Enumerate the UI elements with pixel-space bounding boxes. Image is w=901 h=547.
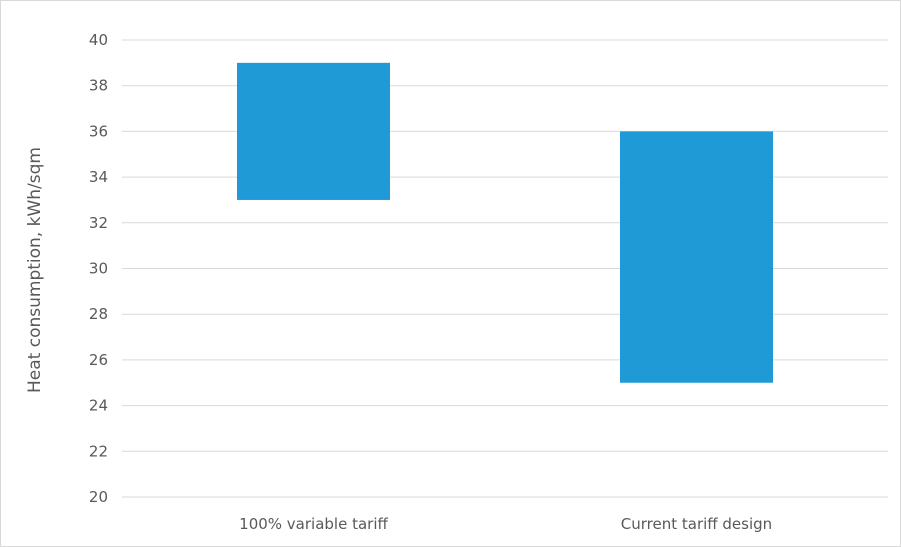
bar-2 xyxy=(620,131,773,383)
y-tick-label: 34 xyxy=(89,168,108,186)
gridlines xyxy=(122,39,888,498)
y-tick-label: 36 xyxy=(89,122,108,140)
y-tick-label: 38 xyxy=(89,77,108,95)
y-tick-label: 24 xyxy=(89,397,108,415)
y-tick-label: 22 xyxy=(89,442,108,460)
category-label: Current tariff design xyxy=(621,515,772,533)
category-label: 100% variable tariff xyxy=(239,515,388,533)
y-tick-label: 32 xyxy=(89,214,108,232)
y-tick-label: 30 xyxy=(89,260,108,278)
y-tick-label: 26 xyxy=(89,351,108,369)
y-axis-ticks: 20 22 24 26 28 30 32 34 36 38 40 xyxy=(89,31,108,506)
y-tick-label: 20 xyxy=(89,488,108,506)
y-tick-label: 40 xyxy=(89,31,108,49)
y-axis-label: Heat consumption, kWh/sqm xyxy=(25,147,45,393)
y-tick-label: 28 xyxy=(89,305,108,323)
bars xyxy=(237,62,773,383)
bar-1 xyxy=(237,62,390,200)
x-axis-categories: 100% variable tariff Current tariff desig… xyxy=(239,515,772,533)
